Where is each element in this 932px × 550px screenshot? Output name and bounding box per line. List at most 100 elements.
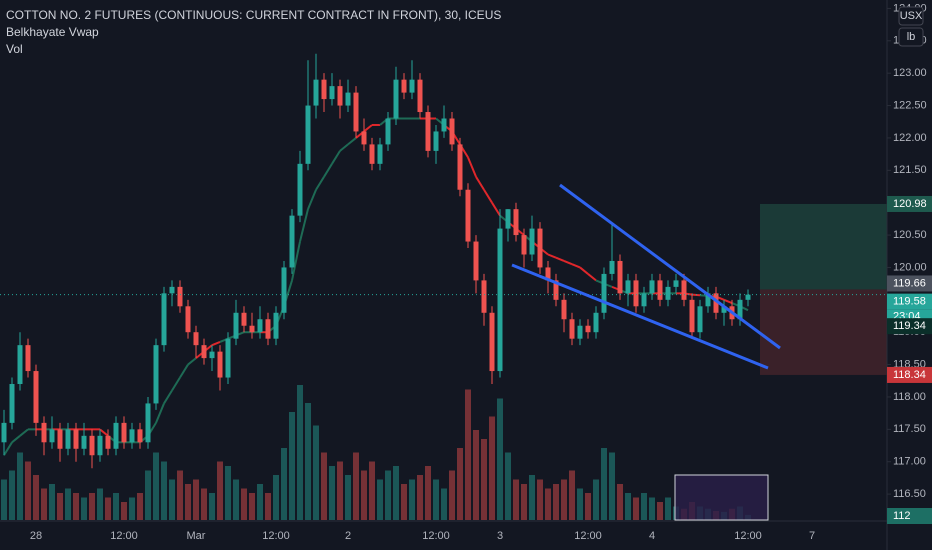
price-label-bg xyxy=(887,293,932,310)
volume-bar xyxy=(273,475,279,520)
vwap-line xyxy=(315,176,325,191)
unit-button-label[interactable]: lb xyxy=(907,31,916,43)
vwap-line xyxy=(547,253,557,259)
volume-bar xyxy=(49,484,55,520)
volume-bar xyxy=(217,461,223,520)
y-tick-label: 121.50 xyxy=(893,164,927,176)
volume-bar xyxy=(233,479,239,520)
candle-body xyxy=(697,306,703,333)
volume-bar xyxy=(57,493,63,520)
vwap-line xyxy=(491,202,501,217)
volume-bar xyxy=(241,488,247,520)
rectangle-drawing xyxy=(674,474,769,521)
candle-body xyxy=(521,235,527,255)
price-label-bg xyxy=(887,366,932,383)
volume-bar xyxy=(313,425,319,520)
volume-bar xyxy=(521,484,527,520)
x-tick-label: 28 xyxy=(30,530,42,542)
y-tick-label: 117.00 xyxy=(893,456,926,468)
candle-body xyxy=(649,280,655,294)
volume-bar xyxy=(161,461,167,520)
candle-body xyxy=(441,118,447,132)
unit-button[interactable] xyxy=(898,27,924,47)
candle-body xyxy=(329,86,335,100)
candle-body xyxy=(97,435,103,456)
x-tick-label: 12:00 xyxy=(574,530,602,542)
candle-body xyxy=(201,345,207,359)
position-tool xyxy=(760,203,887,375)
volume-bar xyxy=(489,416,495,520)
candle-body xyxy=(217,351,223,378)
candle-body xyxy=(209,351,215,359)
candle-body xyxy=(225,338,231,378)
volume-bar xyxy=(329,466,335,520)
candle-body xyxy=(585,325,591,333)
volume-bar xyxy=(401,484,407,520)
volume-bar xyxy=(353,452,359,520)
candle-body xyxy=(105,435,111,449)
price-label: 120.98 xyxy=(893,198,927,210)
volume-bar xyxy=(33,475,39,520)
volume-bar xyxy=(593,479,599,520)
candle-body xyxy=(513,209,519,236)
candle-body xyxy=(593,312,599,333)
candle-body xyxy=(633,280,639,307)
candle-body xyxy=(705,293,711,307)
volume-label-bg xyxy=(887,508,932,524)
trendline-lower xyxy=(511,263,769,370)
candle-body xyxy=(241,312,247,326)
x-tick-label: 3 xyxy=(497,530,503,542)
candle-body xyxy=(577,325,583,339)
candle-body xyxy=(25,345,31,372)
volume-bar xyxy=(377,479,383,520)
candle-body xyxy=(273,312,279,339)
candle-body xyxy=(249,325,255,333)
volume-bar xyxy=(617,484,623,520)
unit-button-label[interactable]: USX xyxy=(900,10,923,22)
volume-bar xyxy=(361,470,367,520)
x-tick-label: 12:00 xyxy=(262,530,290,542)
candle-body xyxy=(17,345,23,385)
candle-body xyxy=(65,429,71,449)
volume-bar xyxy=(433,479,439,520)
volume-bar xyxy=(225,466,231,520)
price-label: 118.34 xyxy=(893,369,926,381)
indicator-label: Belkhayate Vwap xyxy=(6,25,99,39)
volume-bar xyxy=(105,497,111,520)
candle-body xyxy=(81,435,87,449)
vwap-line xyxy=(99,428,109,437)
vwap-line xyxy=(155,403,165,424)
unit-button[interactable] xyxy=(898,6,924,26)
volume-bar xyxy=(185,484,191,520)
candle-body xyxy=(689,299,695,333)
candle-body xyxy=(89,435,95,456)
candle-body xyxy=(41,422,47,443)
candle-body xyxy=(497,228,503,372)
vwap-label-bg xyxy=(887,318,932,335)
vwap-line xyxy=(475,176,485,191)
candles xyxy=(0,53,887,469)
volume-pane xyxy=(1,385,751,520)
candle-body xyxy=(425,112,431,151)
volume-bar xyxy=(537,479,543,520)
candle-body xyxy=(1,422,7,443)
candle-body xyxy=(289,215,295,268)
candle-body xyxy=(145,403,151,443)
candle-body xyxy=(657,280,663,300)
candle-body xyxy=(353,92,359,132)
x-tick-label: 12:00 xyxy=(734,530,762,542)
candle-body xyxy=(569,319,575,339)
volume-bar xyxy=(481,439,487,520)
candle-body xyxy=(609,260,615,274)
candle-body xyxy=(545,267,551,281)
candle-body xyxy=(449,118,455,145)
candle-body xyxy=(153,345,159,404)
candle-body xyxy=(713,293,719,313)
x-tick-label: 7 xyxy=(809,530,815,542)
volume-bar xyxy=(81,497,87,520)
x-tick-label: 4 xyxy=(649,530,655,542)
candle-body xyxy=(297,163,303,216)
candle-body xyxy=(161,293,167,346)
candle-body xyxy=(617,260,623,294)
